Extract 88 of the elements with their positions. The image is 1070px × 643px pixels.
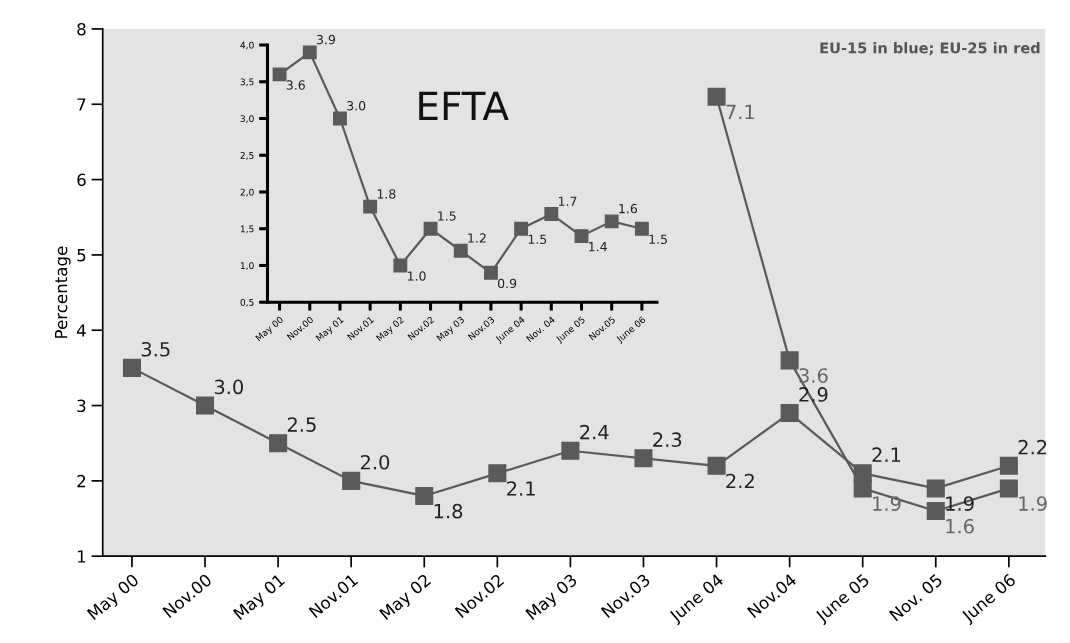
point xyxy=(415,486,434,505)
data-label: 3.6 xyxy=(799,368,828,383)
y-tick-label: 2,5 xyxy=(240,151,254,160)
point xyxy=(393,258,408,273)
y-tick-label: 3 xyxy=(77,399,86,413)
point xyxy=(122,358,141,377)
y-tick-label: 2 xyxy=(77,474,86,488)
y-tick-label: 7 xyxy=(77,98,86,111)
x-tick-label: May 00 xyxy=(86,573,142,623)
point xyxy=(926,501,945,521)
point xyxy=(604,214,619,229)
data-label: 1.2 xyxy=(468,233,486,243)
point xyxy=(514,221,529,236)
y-tick-label: 2,0 xyxy=(240,188,254,197)
point xyxy=(483,265,498,280)
data-label: 1.6 xyxy=(619,203,638,214)
data-label: 1.4 xyxy=(589,242,607,252)
point xyxy=(926,479,945,498)
data-label: 3.6 xyxy=(286,80,305,90)
data-label: 2.2 xyxy=(726,473,754,489)
x-tick-label: May 03 xyxy=(525,573,580,623)
data-label: 2.0 xyxy=(360,454,390,470)
x-tick-label: Nov. 05 xyxy=(888,573,943,622)
point xyxy=(561,441,580,460)
point xyxy=(363,199,378,214)
y-tick-label: 1,5 xyxy=(240,225,254,234)
data-label: 0.9 xyxy=(498,278,517,289)
y-tick-label: 1,0 xyxy=(240,262,254,270)
y-tick-label: 3,5 xyxy=(240,78,254,87)
point xyxy=(453,243,468,258)
point xyxy=(195,396,215,415)
data-label: 3.5 xyxy=(141,341,170,357)
x-tick-label: May 01 xyxy=(232,573,288,623)
point xyxy=(272,67,287,82)
point xyxy=(574,229,589,244)
point xyxy=(634,221,649,236)
point xyxy=(853,479,872,498)
data-label: 2.2 xyxy=(1018,439,1047,455)
point xyxy=(544,207,559,221)
data-label: 7.1 xyxy=(726,104,755,119)
point xyxy=(780,351,799,370)
annotation: EU-15 in blue; EU-25 in red xyxy=(820,42,1040,56)
data-label: 1.6 xyxy=(946,518,974,534)
point xyxy=(488,464,507,483)
point xyxy=(707,456,726,475)
data-label: 1.8 xyxy=(377,189,396,199)
text: EFTA xyxy=(419,91,509,121)
point xyxy=(634,449,653,468)
y-tick-label: 3,0 xyxy=(240,115,254,123)
data-label: 3.0 xyxy=(214,379,243,395)
point xyxy=(269,434,288,453)
data-label: 1.7 xyxy=(558,196,577,206)
point xyxy=(342,471,361,490)
x-tick-label: Nov. 04 xyxy=(525,315,556,343)
data-label: 1.8 xyxy=(434,503,463,519)
data-label: 1.9 xyxy=(873,496,901,511)
x-tick-label: May 03 xyxy=(436,315,466,343)
data-label: 1.9 xyxy=(1019,496,1047,511)
y-tick-label: 4,0 xyxy=(240,41,254,50)
data-label: 1.5 xyxy=(528,234,547,245)
y-tick-label: 5 xyxy=(77,249,86,262)
y-tick-label: 4 xyxy=(76,324,86,337)
x-tick-label: May 01 xyxy=(315,316,345,343)
data-label: 1.5 xyxy=(649,234,667,245)
point xyxy=(423,221,438,236)
point xyxy=(302,45,317,60)
y-tick-label: 0,5 xyxy=(240,298,254,307)
point xyxy=(999,479,1018,498)
point xyxy=(707,87,726,106)
data-label: 1.5 xyxy=(438,211,456,221)
y-tick-label: 6 xyxy=(77,173,86,187)
y-axis-title: Percentage xyxy=(54,246,71,338)
y-tick-label: 8 xyxy=(77,22,86,36)
y-tick-label: 1 xyxy=(77,550,86,563)
x-tick-label: May 02 xyxy=(378,573,434,623)
data-label: 2.1 xyxy=(507,481,535,496)
data-label: 2.5 xyxy=(287,417,316,432)
data-label: 1.0 xyxy=(407,271,426,281)
point xyxy=(333,111,347,126)
x-tick-label: May 02 xyxy=(375,316,406,343)
data-label: 2.1 xyxy=(872,447,901,462)
x-tick-label: May 00 xyxy=(255,315,285,343)
data-label: 3.9 xyxy=(316,34,336,45)
data-label: 2.3 xyxy=(653,432,682,448)
data-label: 3.0 xyxy=(347,100,366,111)
point xyxy=(999,456,1018,475)
point xyxy=(780,404,799,423)
data-label: 2.4 xyxy=(580,424,609,440)
